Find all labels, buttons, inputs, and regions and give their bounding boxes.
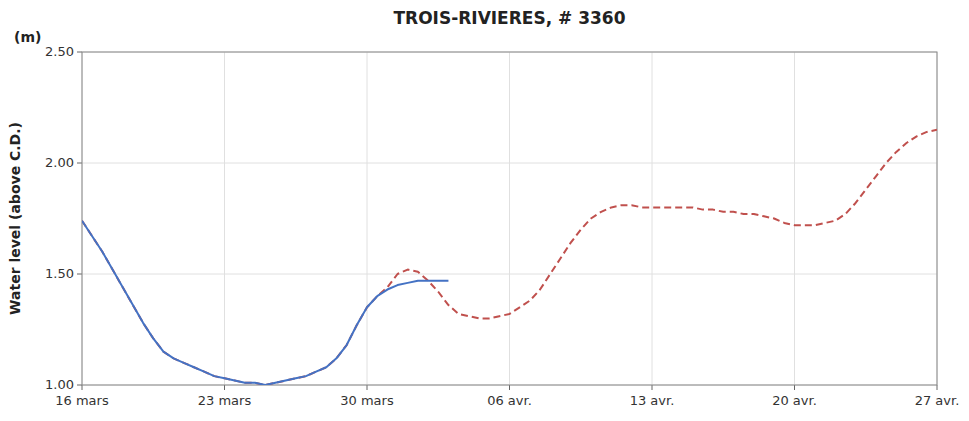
x-grid-line [367, 52, 368, 385]
x-grid-line [794, 52, 795, 385]
chart: 1.00 1.50 2.00 2.50 16 mars 23 mars 30 mars 06 … [0, 0, 969, 421]
y-axis-label: Water level (above C.D.) [7, 122, 23, 315]
x-tick [937, 385, 938, 390]
x-grid-line [224, 52, 225, 385]
x-tick [367, 385, 368, 390]
y-tick [77, 274, 82, 275]
x-tick-label: 27 avr. [915, 393, 960, 408]
x-tick [794, 385, 795, 390]
plot-background [82, 52, 937, 385]
x-tick [652, 385, 653, 390]
annotation: (m) [14, 29, 41, 45]
plot-frame [82, 52, 937, 385]
y-tick-label: 2.50 [45, 44, 74, 59]
axes: 1.00 1.50 2.00 2.50 16 mars 23 mars 30 mars 06 … [45, 44, 959, 409]
y-tick-label: 2.00 [45, 155, 74, 170]
y-tick-label: 1.00 [45, 377, 74, 392]
y-tick [77, 52, 82, 53]
y-tick [77, 163, 82, 164]
series-group [82, 130, 937, 385]
x-tick-label: 20 avr. [772, 393, 817, 408]
x-tick-label: 30 mars [340, 393, 394, 408]
x-tick-label: 13 avr. [630, 393, 675, 408]
series-line [82, 130, 937, 385]
grid [82, 52, 937, 385]
series-line [82, 221, 448, 385]
title: TROIS-RIVIERES, # 3360 [393, 8, 625, 28]
x-tick [224, 385, 225, 390]
x-grid-line [509, 52, 510, 385]
x-tick-label: 06 avr. [487, 393, 532, 408]
x-tick-label: 23 mars [198, 393, 252, 408]
x-tick [509, 385, 510, 390]
x-tick [82, 385, 83, 390]
x-tick-label: 16 mars [55, 393, 109, 408]
y-tick-label: 1.50 [45, 266, 74, 281]
y-tick [77, 385, 82, 386]
x-grid-line [652, 52, 653, 385]
